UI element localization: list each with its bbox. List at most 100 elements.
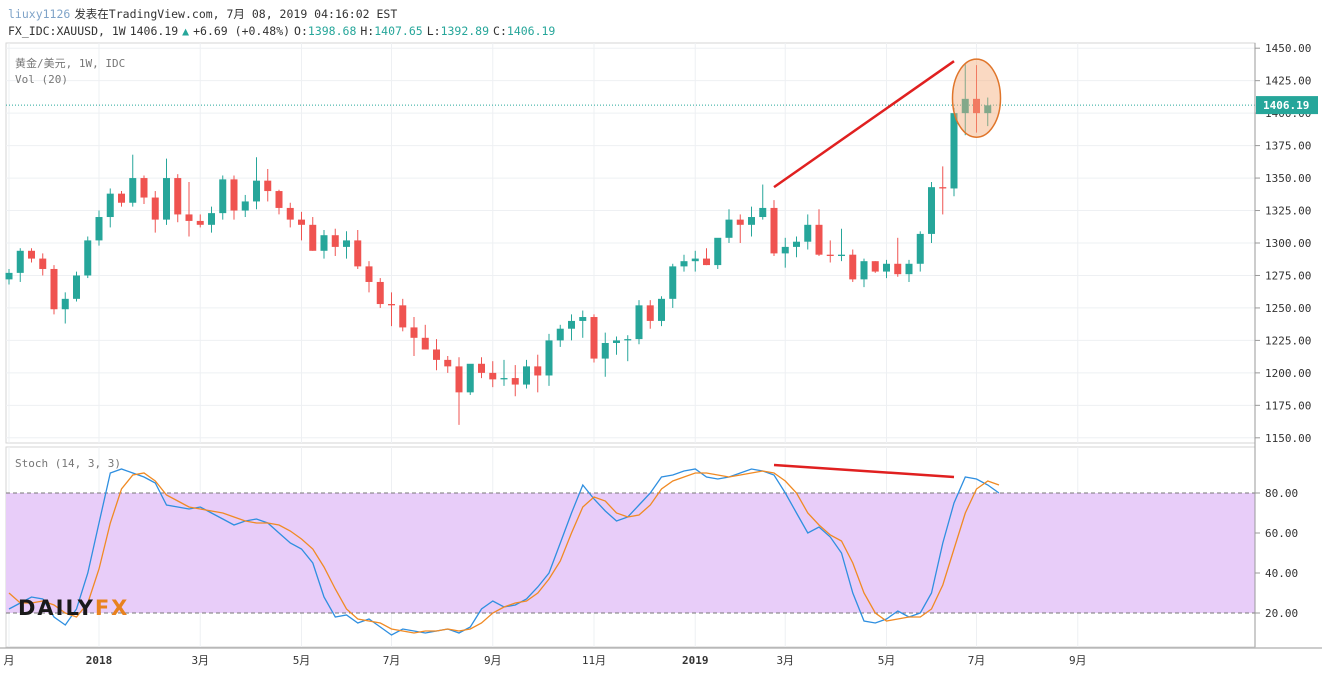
candle-body: [298, 219, 305, 225]
candle-body: [16, 250, 24, 273]
candle-body: [28, 250, 35, 259]
price-change: +6.69 (+0.48%): [193, 24, 291, 38]
candle-body: [511, 378, 519, 385]
open-label: O:: [294, 24, 308, 38]
time-axis-label: 3月: [191, 654, 209, 667]
candle-body: [556, 328, 564, 341]
candle-body: [691, 258, 699, 262]
candle-body: [309, 224, 317, 251]
close-value: 1406.19: [506, 24, 556, 38]
price-trendline: [773, 60, 955, 189]
time-axis-label: 5月: [293, 654, 311, 667]
low-value: 1392.89: [440, 24, 490, 38]
time-axis-label: 11月: [582, 654, 606, 667]
high-value: 1407.65: [374, 24, 423, 38]
stoch-trendline: [773, 463, 955, 479]
candle-body: [759, 207, 767, 218]
time-axis-label: 9月: [484, 654, 502, 667]
candle-body: [601, 343, 609, 359]
open-value: 1398.68: [307, 24, 357, 38]
price-axis-label: 1350.00: [1265, 172, 1311, 185]
candle-body: [568, 320, 575, 329]
candle-body: [624, 339, 632, 341]
candle-body: [669, 266, 677, 299]
candle-body: [421, 337, 429, 350]
candle-body: [354, 240, 362, 267]
price-axis-label: 1150.00: [1265, 432, 1311, 445]
stoch-axis-label: 40.00: [1265, 567, 1298, 580]
candle-body: [95, 217, 103, 241]
candle-body: [703, 258, 710, 266]
candle-body: [579, 317, 587, 321]
candle-body: [365, 266, 373, 282]
stoch-pane-label[interactable]: Stoch (14, 3, 3): [15, 457, 121, 470]
main-pane-label[interactable]: 黄金/美元, 1W, IDC: [15, 57, 126, 70]
candle-body: [174, 178, 182, 215]
price-axis-label: 1425.00: [1265, 75, 1311, 88]
volume-pane-label[interactable]: Vol (20): [15, 73, 68, 86]
candle-body: [748, 217, 755, 225]
candle-body: [140, 178, 148, 198]
publish-info: 发表在TradingView.com, 7月 08, 2019 04:16:02…: [74, 7, 398, 21]
candle-body: [466, 363, 474, 393]
high-label: H:: [360, 24, 375, 38]
candle-body: [894, 263, 902, 275]
candle-body: [241, 201, 249, 211]
ohlc-line: FX_IDC:XAUUSD, 1W 1406.19 ▲ +6.69 (+0.48%) O…: [8, 24, 559, 38]
symbol-label: FX_IDC:XAUUSD, 1W: [8, 24, 126, 38]
candle-body: [590, 317, 598, 359]
candle-body: [928, 187, 935, 234]
price-axis-label: 1200.00: [1265, 367, 1311, 380]
candle-body: [984, 105, 992, 114]
stoch-band: [6, 493, 1255, 613]
candle-body: [950, 113, 958, 189]
candle-body: [118, 193, 125, 203]
candle-body: [106, 193, 114, 218]
candle-body: [478, 363, 485, 373]
candle-body: [815, 224, 823, 255]
candle-body: [939, 187, 947, 189]
candle-body: [635, 305, 643, 340]
candle-body: [151, 197, 159, 220]
candle-body: [646, 305, 654, 321]
up-arrow-icon: ▲: [182, 24, 190, 38]
candle-body: [793, 241, 800, 247]
candle-body: [545, 340, 553, 376]
time-axis-label: 3月: [776, 654, 794, 667]
price-axis-label: 1275.00: [1265, 269, 1311, 282]
candle-body: [208, 213, 215, 225]
candle-body: [73, 275, 80, 299]
price-axis-label: 1325.00: [1265, 205, 1311, 218]
candle-body: [826, 254, 834, 256]
time-axis-label: 2019: [682, 654, 709, 667]
candle-body: [916, 233, 924, 264]
candle-body: [50, 268, 58, 310]
candle-body: [736, 219, 744, 225]
candle-body: [185, 214, 193, 221]
candle-body: [388, 304, 395, 306]
candle-body: [961, 98, 969, 114]
price-axis-label: 1450.00: [1265, 42, 1311, 55]
time-axis-label: 7月: [968, 654, 986, 667]
candle-body: [770, 207, 778, 254]
candle-body: [61, 298, 69, 310]
candle-body: [534, 366, 542, 376]
candle-body: [331, 235, 339, 247]
candle-body: [39, 258, 47, 269]
candle-body: [275, 191, 283, 208]
candle-body: [230, 179, 238, 211]
dailyfx-logo: DAILYFX: [18, 596, 129, 620]
time-axis-label: 5月: [878, 654, 896, 667]
candle-body: [264, 180, 272, 192]
last-price-badge: [1256, 96, 1318, 115]
candle-body: [804, 224, 812, 242]
highlight-ellipse: [951, 58, 1002, 138]
low-label: L:: [426, 24, 441, 38]
username[interactable]: liuxy1126: [8, 7, 71, 21]
candle-body: [883, 263, 890, 272]
candle-body: [905, 263, 913, 275]
candle-body: [343, 240, 350, 247]
time-axis-label: 7月: [383, 654, 401, 667]
candle-body: [714, 237, 722, 266]
